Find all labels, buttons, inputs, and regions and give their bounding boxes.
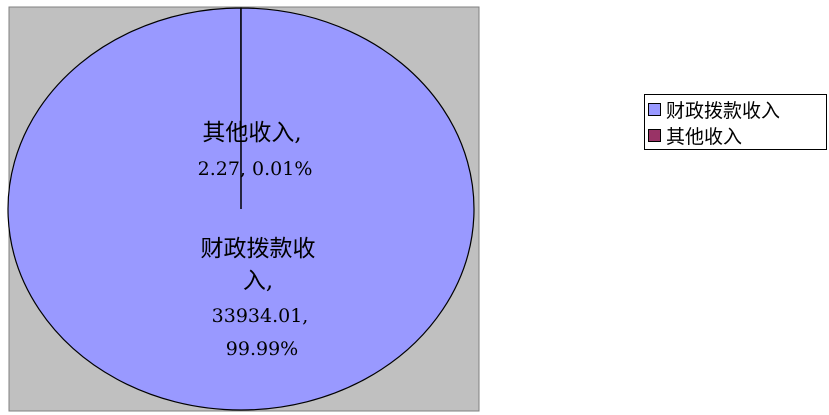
legend-item-other: 其他收入	[648, 122, 826, 148]
legend: 财政拨款收入 其他收入	[644, 94, 827, 150]
data-label-fiscal-line1: 财政拨款收	[201, 236, 316, 262]
legend-label-other: 其他收入	[666, 125, 743, 148]
legend-item-fiscal: 财政拨款收入	[648, 96, 826, 122]
data-label-fiscal-line2: 入,	[243, 268, 273, 294]
data-labels: 其他收入, 2.27, 0.01% 财政拨款收 入, 33934.01, 99.…	[198, 120, 316, 360]
data-label-other-values: 2.27, 0.01%	[198, 158, 313, 180]
data-label-other-title: 其他收入,	[202, 120, 301, 146]
pie-slices	[7, 7, 475, 411]
data-label-fiscal-value: 33934.01,	[212, 305, 309, 327]
data-label-fiscal-percent: 99.99%	[226, 338, 298, 360]
legend-label-fiscal: 财政拨款收入	[666, 99, 781, 122]
legend-swatch-fiscal	[648, 102, 661, 116]
legend-swatch-other	[648, 128, 661, 142]
